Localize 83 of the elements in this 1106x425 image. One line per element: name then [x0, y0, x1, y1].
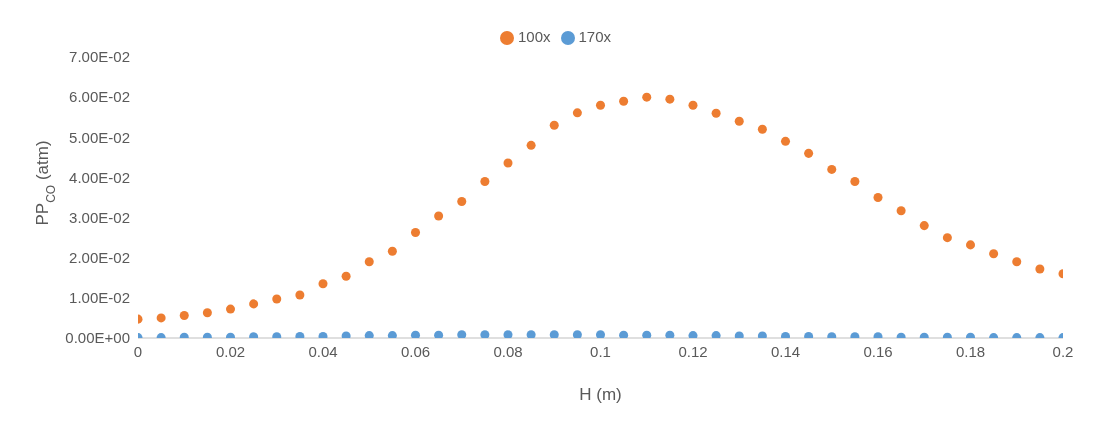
point	[642, 92, 652, 102]
point	[595, 100, 606, 110]
point	[341, 271, 351, 281]
legend-label: 170x	[578, 28, 612, 45]
point	[1035, 264, 1045, 274]
y-tick-label: 5.00E-02	[69, 128, 130, 146]
point	[688, 331, 698, 338]
point	[457, 330, 467, 338]
x-tick-label: 0.2	[1052, 342, 1074, 360]
point	[827, 164, 837, 174]
x-tick-label: 0.12	[678, 342, 708, 360]
point	[619, 330, 629, 338]
point	[341, 331, 351, 338]
x-tick-label: 0.02	[215, 342, 246, 360]
point	[503, 158, 513, 168]
point	[896, 206, 906, 216]
point	[572, 330, 582, 338]
point	[965, 240, 976, 250]
x-axis-title: H (m)	[579, 385, 622, 404]
point	[480, 330, 490, 338]
point	[364, 331, 374, 338]
point	[1012, 257, 1022, 267]
y-tick-label: 1.00E-02	[69, 289, 130, 307]
point	[873, 193, 883, 203]
point	[734, 331, 744, 338]
point	[249, 299, 259, 309]
point	[387, 246, 397, 256]
point	[526, 140, 536, 150]
x-tick-label: 0.1	[590, 342, 611, 360]
point	[410, 227, 421, 237]
point	[526, 330, 536, 338]
x-tick-label: 0.16	[863, 342, 893, 360]
point	[318, 279, 328, 289]
x-tick-label: 0.08	[493, 342, 523, 360]
y-tick-label: 4.00E-02	[69, 168, 130, 186]
point	[711, 108, 721, 118]
point	[942, 233, 952, 243]
point	[642, 330, 652, 338]
x-tick-label: 0.14	[770, 342, 801, 360]
point	[364, 257, 374, 267]
point	[850, 176, 860, 186]
y-tick-label: 6.00E-02	[69, 88, 130, 106]
x-tick-label: 0.06	[400, 342, 431, 360]
point	[434, 330, 444, 338]
point	[757, 331, 767, 338]
point	[295, 290, 305, 300]
point	[572, 108, 582, 118]
point	[480, 176, 490, 186]
point	[919, 221, 929, 231]
point	[434, 211, 444, 221]
point	[318, 331, 328, 338]
point	[780, 136, 791, 146]
point	[757, 124, 767, 134]
point	[410, 330, 421, 338]
point	[156, 313, 166, 323]
point	[179, 311, 189, 321]
point	[688, 100, 698, 110]
point	[503, 330, 513, 338]
point	[804, 148, 814, 158]
point	[665, 94, 675, 104]
point	[295, 331, 305, 338]
point	[619, 96, 629, 106]
point	[225, 304, 236, 314]
point	[549, 330, 559, 338]
point	[665, 330, 675, 338]
y-tick-label: 0.00E+00	[65, 329, 130, 347]
point	[711, 331, 721, 338]
point	[804, 331, 814, 338]
point	[272, 294, 282, 304]
point	[457, 197, 467, 207]
y-tick-label: 3.00E-02	[69, 208, 130, 226]
point	[202, 308, 212, 318]
x-tick-label: 0.18	[955, 342, 986, 360]
point	[734, 116, 744, 126]
x-tick-label: 0	[133, 342, 143, 360]
x-tick-label: 0.04	[308, 342, 338, 360]
point	[387, 331, 397, 338]
y-tick-label: 2.00E-02	[69, 249, 130, 267]
point	[595, 330, 606, 338]
point	[549, 120, 559, 130]
point	[989, 249, 999, 259]
y-tick-label: 7.00E-02	[69, 48, 130, 66]
legend-label: 100x	[517, 28, 551, 45]
